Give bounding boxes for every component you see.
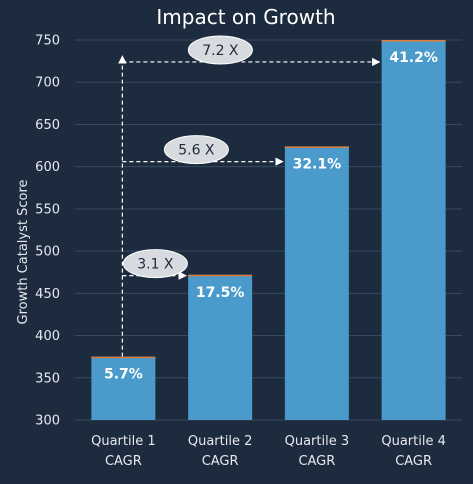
y-tick-label: 550 <box>35 202 60 217</box>
bar <box>284 146 349 420</box>
bar-top-edge <box>381 40 446 42</box>
x-tick-label: Quartile 1 <box>91 434 156 449</box>
y-tick-labels: 300 350 400 450 500 550 600 650 700 750 <box>35 34 60 429</box>
bar <box>188 274 253 420</box>
annotation-label: 5.6 X <box>178 143 215 159</box>
x-tick-labels: Quartile 1 CAGR Quartile 2 CAGR Quartile 3 CA… <box>91 434 446 469</box>
x-tick-label: Quartile 4 <box>381 434 446 449</box>
x-tick-label: Quartile 3 <box>285 434 350 449</box>
bar-top-edge <box>91 356 156 359</box>
annotation-label: 3.1 X <box>137 257 174 273</box>
data-label: 32.1% <box>293 156 342 172</box>
x-tick-label: CAGR <box>202 454 239 469</box>
y-tick-label: 400 <box>35 329 60 344</box>
bar <box>91 356 156 420</box>
y-tick-label: 650 <box>35 118 60 133</box>
chart-title: Impact on Growth <box>156 5 335 29</box>
y-tick-label: 700 <box>35 76 60 91</box>
y-tick-label: 500 <box>35 245 60 260</box>
x-tick-label: CAGR <box>105 454 142 469</box>
bar <box>381 40 446 420</box>
y-tick-label: 750 <box>35 34 60 49</box>
y-tick-label: 350 <box>35 371 60 386</box>
annotation-ellipse <box>187 35 253 65</box>
y-tick-label: 450 <box>35 287 60 302</box>
annotation-label: 7.2 X <box>202 43 239 59</box>
bar-top-edge <box>188 274 253 277</box>
data-label: 17.5% <box>196 285 245 301</box>
bars <box>91 40 446 420</box>
x-tick-label: CAGR <box>395 454 432 469</box>
y-tick-label: 300 <box>35 414 60 429</box>
y-axis-label: Growth Catalyst Score <box>16 179 31 324</box>
x-tick-label: Quartile 2 <box>188 434 253 449</box>
y-tick-label: 600 <box>35 160 60 175</box>
data-label: 5.7% <box>104 367 143 383</box>
annotation-ellipse <box>163 135 229 165</box>
x-tick-label: CAGR <box>298 454 335 469</box>
data-label: 41.2% <box>389 50 438 66</box>
data-labels: 5.7% 17.5% 32.1% 41.2% <box>104 50 438 383</box>
annotation-ellipse <box>122 249 188 279</box>
bar-top-edge <box>284 146 349 148</box>
growth-multiplier-annotations: 3.1 X 5.6 X 7.2 X <box>118 35 381 357</box>
